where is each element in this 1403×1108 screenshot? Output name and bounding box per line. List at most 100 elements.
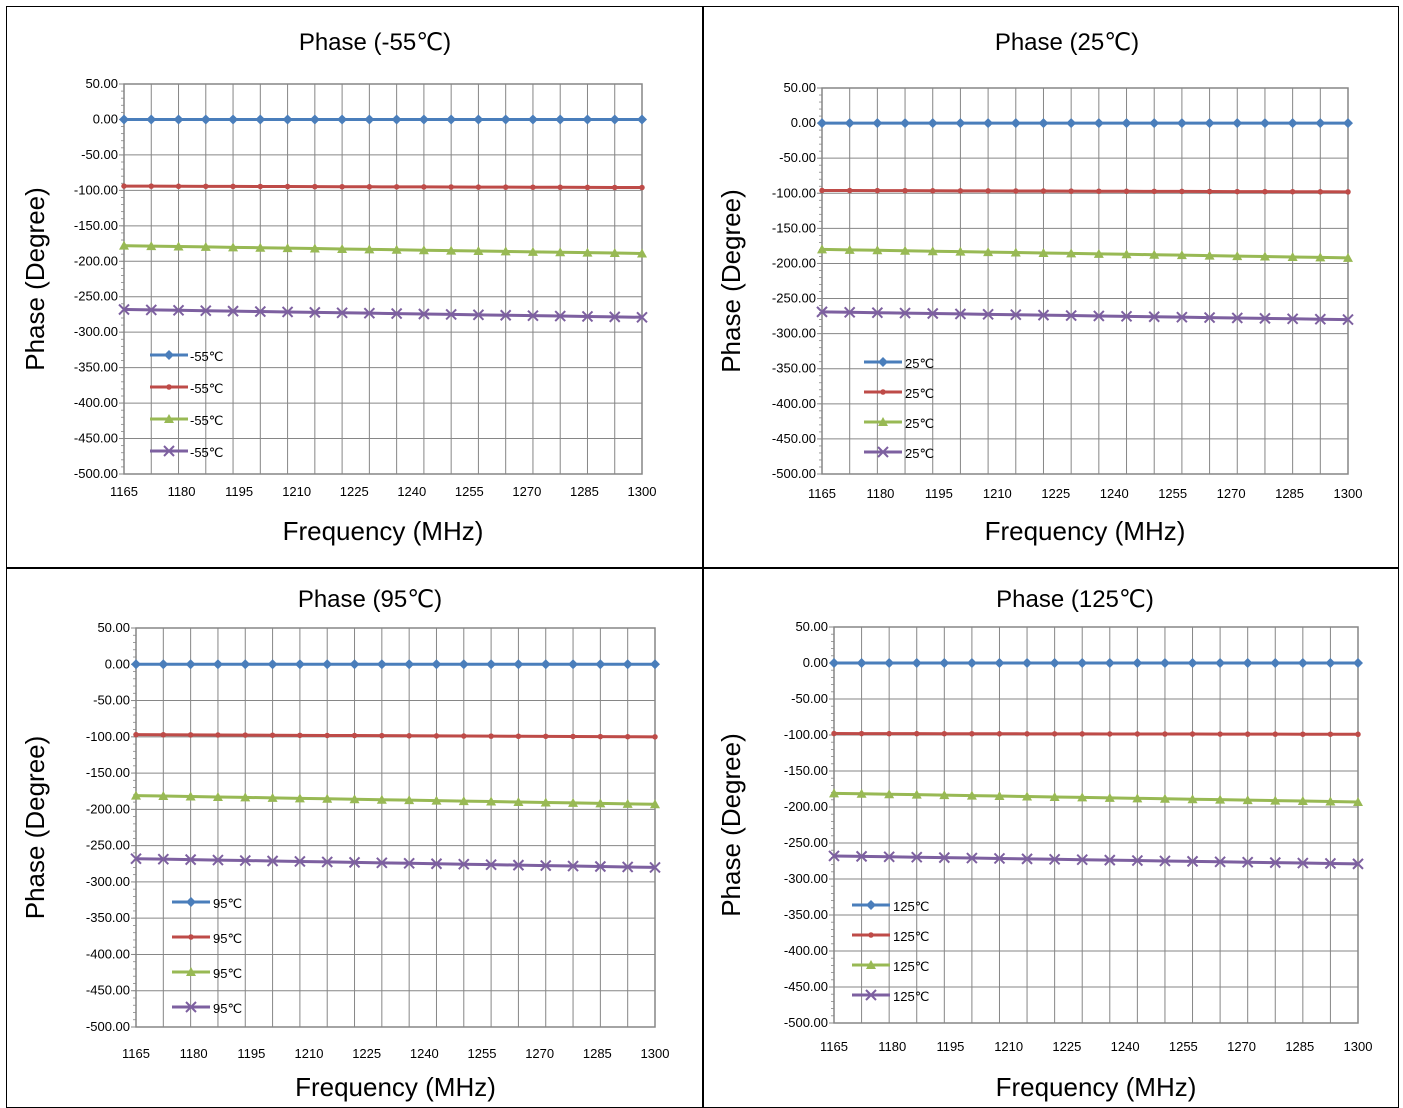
triangle-marker (458, 796, 469, 806)
legend-label: 95℃ (213, 931, 242, 946)
diamond-marker (391, 114, 402, 125)
dot-marker (1217, 731, 1223, 737)
triangle-marker (650, 799, 660, 809)
legend-label: 95℃ (213, 1001, 242, 1016)
series-line (123, 307, 643, 319)
x-tick-label: 1195 (225, 484, 253, 499)
x-marker (1286, 313, 1299, 325)
x-marker (145, 304, 157, 316)
x-tick-label: 1240 (1111, 1039, 1140, 1054)
y-axis-label: Phase (Degree) (20, 187, 50, 371)
plot-area (821, 87, 1349, 475)
dot-marker (148, 183, 155, 189)
y-tick-label: -150.00 (772, 220, 816, 235)
diamond-marker (513, 659, 524, 670)
y-axis-label: Phase (Degree) (716, 189, 746, 373)
x-marker (1104, 854, 1116, 866)
diamond-marker (1049, 658, 1060, 668)
series-1 (133, 731, 658, 740)
diamond-marker (829, 658, 839, 668)
triangle-marker (1287, 251, 1298, 261)
diamond-marker (255, 114, 266, 125)
dot-marker (203, 183, 209, 190)
y-tick-label: -100.00 (74, 182, 118, 197)
y-tick-label: -500.00 (74, 466, 118, 481)
x-marker (157, 853, 170, 865)
x-marker (1093, 310, 1105, 322)
triangle-marker (983, 247, 994, 257)
y-tick-label: -450.00 (86, 983, 130, 998)
legend-item: 25℃ (864, 386, 934, 401)
diamond-marker (540, 659, 551, 670)
x-marker (816, 306, 828, 318)
diamond-marker (884, 658, 895, 668)
diamond-marker (1132, 658, 1143, 668)
triangle-marker (817, 244, 827, 254)
y-tick-label: -400.00 (784, 943, 828, 958)
diamond-marker (349, 659, 360, 670)
triangle-marker (186, 967, 196, 976)
triangle-marker (1353, 796, 1363, 806)
x-marker (185, 1001, 197, 1013)
y-tick-label: -200.00 (772, 255, 816, 270)
x-marker (118, 303, 130, 316)
x-marker (1297, 857, 1309, 869)
dot-marker (448, 184, 454, 190)
series-3 (118, 303, 648, 323)
x-marker (1231, 312, 1243, 324)
diamond-marker (486, 659, 497, 670)
triangle-marker (200, 241, 211, 251)
y-tick-label: -400.00 (86, 946, 130, 961)
diamond-marker (844, 118, 855, 129)
y-tick-label: -500.00 (772, 466, 816, 481)
dot-marker (1107, 731, 1113, 737)
y-tick-label: -150.00 (74, 218, 118, 233)
y-tick-label: -100.00 (784, 727, 828, 742)
series-0 (829, 658, 1363, 668)
triangle-marker (927, 246, 938, 256)
x-tick-label: 1240 (410, 1046, 439, 1061)
series-line (135, 794, 656, 806)
series-1 (831, 730, 1361, 738)
diamond-marker (939, 658, 950, 668)
dot-marker (639, 184, 645, 191)
legend-label: 125℃ (893, 899, 929, 914)
x-marker (458, 858, 470, 870)
triangle-marker (1325, 796, 1336, 806)
triangle-marker (637, 248, 647, 258)
x-marker (254, 305, 267, 318)
x-marker (843, 306, 856, 318)
legend-label: 25℃ (905, 416, 934, 431)
triangle-marker (1022, 791, 1033, 801)
series-line (821, 188, 1349, 194)
triangle-marker (212, 791, 223, 801)
x-tick-label: 1270 (512, 484, 541, 499)
dot-marker (1134, 731, 1141, 737)
x-marker (1131, 854, 1144, 867)
diamond-marker (1325, 658, 1336, 668)
x-tick-label: 1210 (983, 486, 1012, 501)
dot-marker (996, 731, 1003, 737)
y-tick-label: 0.00 (803, 655, 828, 670)
dot-marker (1123, 188, 1130, 195)
x-marker (163, 445, 175, 457)
x-marker (321, 856, 333, 868)
diamond-marker (1297, 658, 1308, 668)
diamond-marker (1343, 118, 1353, 129)
x-tick-label: 1195 (237, 1046, 265, 1061)
y-tick-label: -250.00 (74, 289, 118, 304)
x-tick-label: 1285 (570, 484, 599, 499)
series-3 (816, 306, 1354, 326)
triangle-marker (1297, 796, 1308, 806)
x-tick-label: 1210 (994, 1039, 1023, 1054)
diamond-marker (609, 114, 620, 125)
y-tick-label: 0.00 (105, 656, 130, 671)
legend-item: 95℃ (172, 896, 242, 911)
dot-marker (880, 389, 886, 395)
x-tick-label: 1180 (168, 484, 196, 499)
legend-item: -55℃ (150, 413, 223, 428)
triangle-marker (1176, 250, 1187, 260)
x-marker (883, 851, 895, 863)
diamond-marker (994, 658, 1005, 668)
dot-marker (858, 730, 865, 737)
